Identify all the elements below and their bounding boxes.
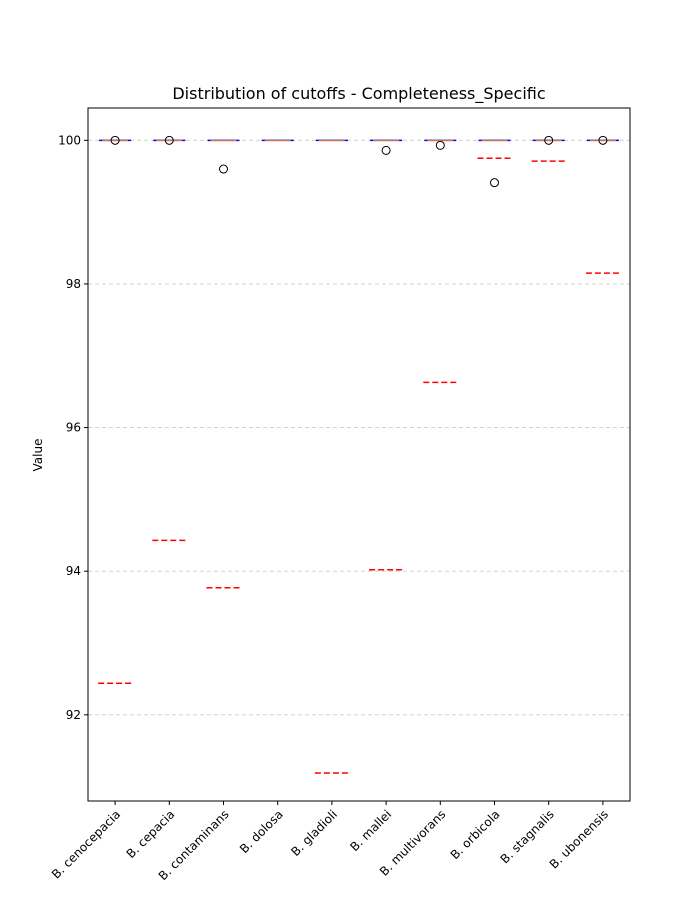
outlier-point — [544, 135, 554, 145]
x-tick-label: B. dolosa — [237, 807, 286, 856]
x-tick-label: B. mallei — [347, 807, 394, 854]
x-tick-label: B. stagnalis — [498, 807, 557, 866]
x-tick-label: B. orbicola — [448, 807, 503, 862]
outlier-point — [598, 135, 608, 145]
y-tick-label: 94 — [66, 564, 81, 578]
plot-frame — [87, 107, 631, 802]
outlier-point — [490, 178, 499, 188]
outlier-point — [219, 164, 228, 174]
grid-lines — [88, 139, 630, 716]
cutoff-lines — [98, 157, 620, 774]
y-tick-label: 100 — [58, 133, 81, 147]
y-axis-ticks: 92 94 96 98 100 — [58, 133, 88, 722]
y-tick-label: 98 — [66, 277, 81, 291]
y-tick-label: 92 — [66, 708, 81, 722]
x-tick-label: B. cepacia — [124, 807, 178, 861]
y-axis-label: Value — [31, 439, 45, 472]
y-tick-label: 96 — [66, 421, 81, 435]
chart-title: Distribution of cutoffs - Completeness_S… — [172, 84, 546, 103]
x-tick-label: B. cenocepacia — [49, 807, 123, 881]
outlier-point — [164, 135, 174, 145]
outlier-point — [435, 140, 445, 150]
outlier-point — [110, 135, 120, 145]
x-tick-label: B. gladioli — [288, 807, 340, 859]
outlier-point — [381, 145, 391, 155]
outlier-markers — [110, 135, 608, 188]
